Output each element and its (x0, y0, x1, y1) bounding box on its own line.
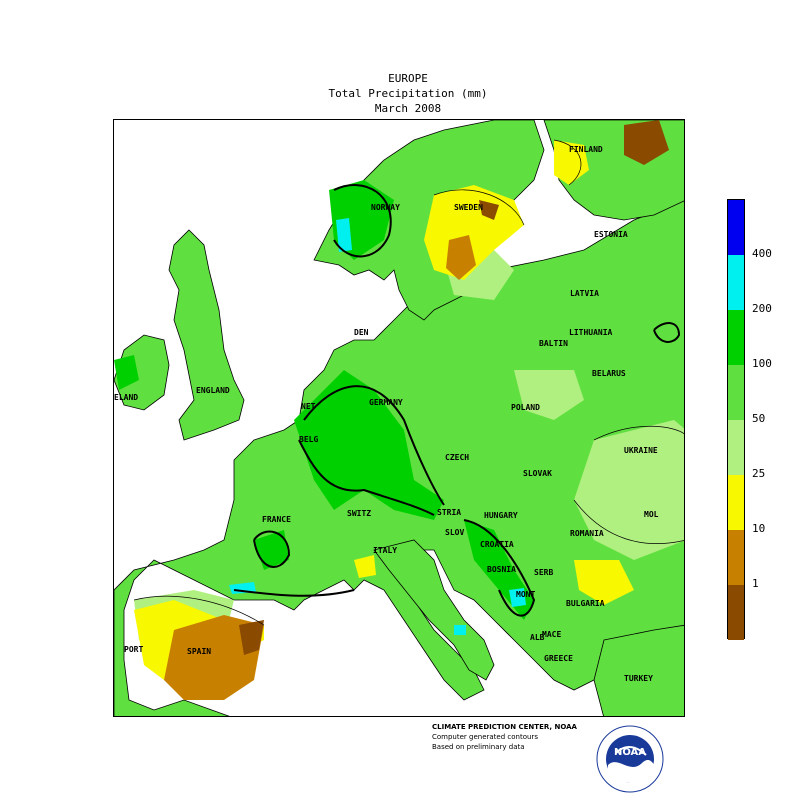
zone-dark-brown (479, 200, 499, 220)
contour-line (303, 385, 445, 506)
country-label: GREECE (544, 654, 573, 663)
land-britain (168, 229, 245, 441)
legend-label: 200 (752, 302, 772, 315)
country-label: ENGLAND (196, 386, 230, 395)
contour-line-thin (573, 499, 684, 544)
country-label: STRIA (437, 508, 461, 517)
contour-line (463, 519, 536, 617)
map-canvas: NORWAY SWEDEN FINLAND ESTONIA LATVIA LITHUANI… (114, 120, 684, 716)
credit-source: CLIMATE PREDICTION CENTER, NOAA (432, 723, 577, 731)
zone-light-green (514, 370, 584, 420)
land-turkey (593, 624, 684, 716)
country-label: PORT (124, 645, 143, 654)
precip-shading (114, 120, 684, 700)
credit-data-note: Based on preliminary data (432, 743, 525, 751)
zone-dark-green (254, 530, 289, 570)
contour-line-thin (133, 595, 265, 626)
country-label: FRANCE (262, 515, 291, 524)
land-ireland (114, 334, 170, 411)
country-label: POLAND (511, 403, 540, 412)
country-label: ESTONIA (594, 230, 628, 239)
contour-lines-thin (133, 139, 684, 626)
country-label: DEN (354, 328, 369, 337)
zone-yellow (354, 555, 376, 578)
legend-color-box (728, 255, 744, 310)
country-labels: NORWAY SWEDEN FINLAND ESTONIA LATVIA LITHUANI… (114, 145, 659, 683)
noaa-logo-text: NOAA (614, 747, 646, 758)
contour-line-thin (553, 139, 582, 186)
country-label: UKRAINE (624, 446, 658, 455)
country-label: CZECH (445, 453, 469, 462)
country-label: BOSNIA (487, 565, 516, 574)
zone-dark-brown (239, 620, 264, 655)
map-variable-title: Total Precipitation (mm) (328, 87, 488, 100)
legend-label: 50 (752, 412, 766, 425)
zone-brown (164, 615, 264, 700)
contour-line (333, 184, 392, 258)
legend-color-box (728, 530, 744, 585)
map-period-title: March 2008 (374, 102, 442, 115)
credit-method: Computer generated contours (432, 733, 538, 741)
legend-color-box (728, 310, 744, 365)
country-label: SPAIN (187, 647, 211, 656)
zone-yellow (554, 140, 589, 185)
country-label: SLOVAK (523, 469, 552, 478)
country-label: MACE (542, 630, 561, 639)
zone-cyan (454, 625, 466, 635)
country-label: BULGARIA (566, 599, 605, 608)
zone-cyan (336, 218, 352, 252)
zone-light-green (574, 420, 684, 560)
country-label: LATVIA (570, 289, 599, 298)
country-label: NORWAY (371, 203, 400, 212)
contour-line (653, 322, 681, 343)
country-label: SLOV (445, 528, 464, 537)
legend-color-box (728, 200, 744, 255)
contour-line (298, 439, 435, 516)
noaa-logo: NOAA (596, 725, 664, 793)
legend-label: 400 (752, 247, 772, 260)
country-label: SWITZ (347, 509, 371, 518)
country-label: LITHUANIA (569, 328, 613, 337)
precipitation-map: NORWAY SWEDEN FINLAND ESTONIA LATVIA LITHUANI… (113, 119, 685, 717)
contour-line-thin (593, 425, 684, 441)
legend-color-box (728, 475, 744, 530)
country-label: NET (301, 402, 316, 411)
country-label: BELARUS (592, 369, 626, 378)
country-label: BALTIN (539, 339, 568, 348)
legend-label: 100 (752, 357, 772, 370)
country-label: TURKEY (624, 674, 653, 683)
zone-dark-green (114, 355, 139, 390)
contour-line (253, 530, 291, 568)
zone-yellow (574, 560, 634, 605)
zone-dark-brown (624, 120, 669, 165)
country-label: HUNGARY (484, 511, 518, 520)
contour-lines (233, 184, 681, 617)
country-label: MOL (644, 510, 659, 519)
country-label: MONT (516, 590, 535, 599)
legend-label: 25 (752, 467, 766, 480)
country-label: ROMANIA (570, 529, 604, 538)
contour-line-thin (433, 189, 525, 226)
country-label: SWEDEN (454, 203, 483, 212)
contour-line (233, 589, 355, 597)
country-label: ALB (530, 633, 545, 642)
country-label: SERB (534, 568, 553, 577)
legend-color-box (728, 365, 744, 420)
legend-color-box (728, 585, 744, 640)
country-label: FINLAND (569, 145, 603, 154)
country-label: GERMANY (369, 398, 403, 407)
legend-label: 1 (752, 577, 759, 590)
color-scale-legend (727, 199, 745, 640)
zone-dark-green (294, 370, 444, 520)
country-label: BELG (299, 435, 318, 444)
zone-cyan (509, 588, 526, 607)
legend-color-box (728, 420, 744, 475)
country-label: CROATIA (480, 540, 514, 549)
map-region-title: EUROPE (388, 72, 428, 85)
zone-brown (446, 235, 476, 280)
legend-label: 10 (752, 522, 766, 535)
country-label: ITALY (373, 546, 397, 555)
land-italy (373, 539, 495, 681)
country-label: ELAND (114, 393, 138, 402)
